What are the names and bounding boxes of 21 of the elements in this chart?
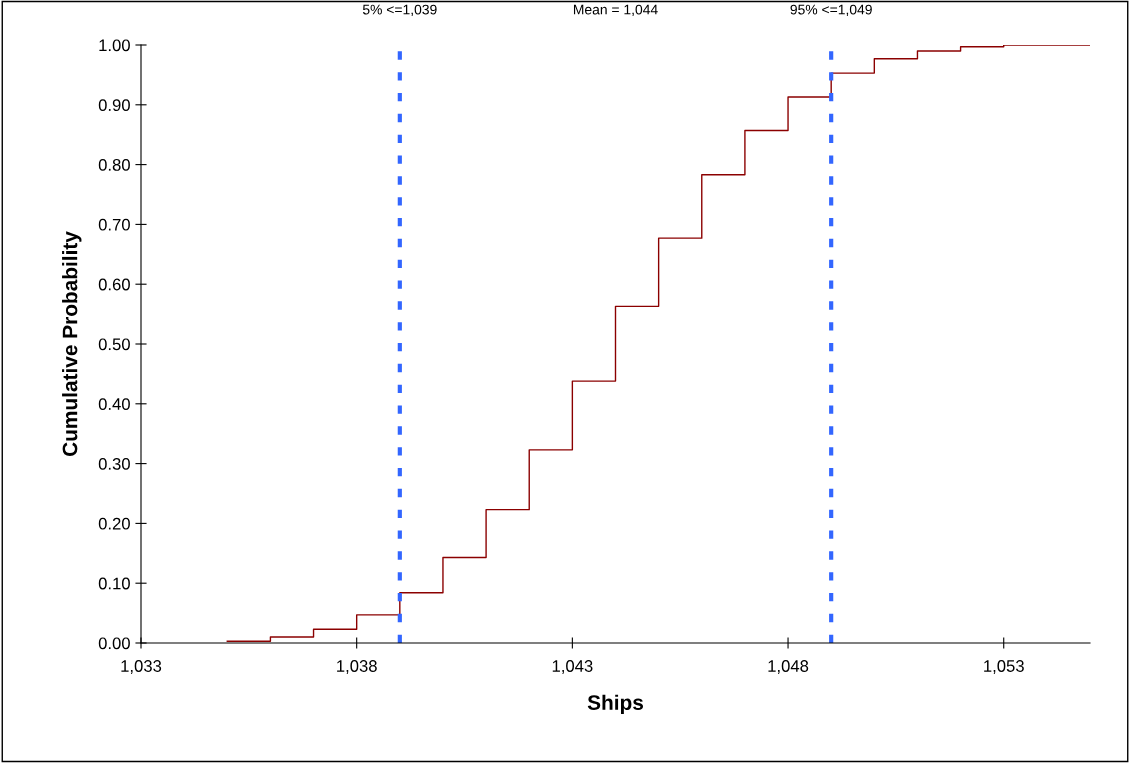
- y-tick-label: 0.10: [98, 577, 130, 590]
- text: Mean = 1,044: [573, 4, 658, 17]
- ref-line-label: 5% <=1,039: [362, 4, 437, 17]
- y-tick-label: 0.90: [98, 99, 130, 111]
- y-axis-title: Cumulative Probability: [62, 231, 82, 457]
- x-tick-label: 1,038: [337, 660, 377, 674]
- y-tick-label: 1.00: [99, 39, 130, 52]
- x-axis-title: Ships: [587, 694, 644, 715]
- ref-line-label: 95% <=1,049: [790, 4, 872, 17]
- y-tick-label: 0.80: [98, 159, 130, 171]
- x-tick-label: 1,048: [768, 660, 809, 674]
- y-tick-label: 0.40: [98, 398, 130, 410]
- y-tick-label: 0.20: [98, 517, 130, 530]
- x-tick-label: 1,043: [552, 660, 593, 674]
- y-tick-label: 0.50: [98, 338, 130, 351]
- y-tick-label: 0.30: [98, 458, 130, 470]
- y-tick-label: 0.70: [98, 218, 130, 231]
- x-tick-label: 1,033: [121, 660, 162, 674]
- y-tick-label: 0.00: [98, 637, 130, 650]
- y-tick-label: 0.60: [98, 278, 130, 291]
- x-tick-label: 1,053: [984, 660, 1024, 674]
